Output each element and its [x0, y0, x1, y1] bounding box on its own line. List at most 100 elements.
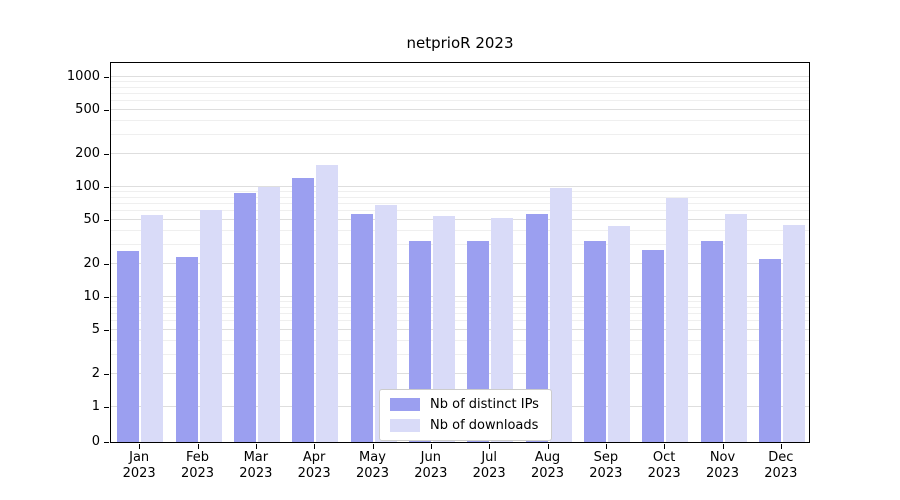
x-tick-label-line: Jan	[129, 450, 150, 465]
x-tick-label: Jan 2023	[104, 450, 174, 482]
bar-distinct-ips	[175, 257, 198, 442]
x-tick-label-line: Jun	[420, 450, 441, 465]
x-tick-mark	[780, 444, 782, 449]
chart-title: netprioR 2023	[406, 34, 514, 52]
y-tick-mark	[104, 442, 109, 443]
x-tick-label-line: Nov	[709, 450, 736, 465]
x-tick-mark	[605, 444, 607, 449]
legend-item-label: Nb of distinct IPs	[430, 397, 539, 412]
y-tick-mark	[104, 297, 109, 298]
bar-downloads	[549, 188, 572, 442]
x-tick-label: May 2023	[338, 450, 408, 482]
bar-downloads	[432, 215, 455, 442]
x-tick-label: Nov 2023	[688, 450, 758, 482]
x-tick-mark	[430, 444, 432, 449]
legend-swatch	[390, 419, 420, 432]
x-tick-label-line: 2023	[239, 466, 273, 481]
x-tick-label-line: 2023	[414, 466, 448, 481]
bar-downloads	[199, 209, 222, 442]
x-tick-mark	[489, 444, 491, 449]
minor-gridline	[111, 81, 809, 83]
bar-distinct-ips	[642, 249, 665, 442]
x-tick-label-line: Jul	[481, 450, 497, 465]
bar-distinct-ips	[700, 241, 723, 442]
x-tick-label-line: Aug	[534, 450, 561, 465]
x-tick-mark	[547, 444, 549, 449]
major-gridline	[111, 186, 809, 187]
x-tick-label: Sep 2023	[571, 450, 641, 482]
minor-gridline	[111, 196, 809, 198]
minor-gridline	[111, 191, 809, 193]
major-gridline	[111, 76, 809, 77]
x-tick-label-line: 2023	[355, 466, 390, 481]
y-tick-label: 200	[75, 145, 100, 161]
minor-gridline	[111, 100, 809, 102]
y-tick-mark	[104, 330, 109, 332]
major-gridline	[111, 219, 809, 221]
bar-downloads	[666, 197, 689, 442]
minor-gridline	[111, 339, 809, 341]
legend-item-label: Nb of downloads	[430, 418, 539, 433]
x-tick-label-line: 2023	[180, 466, 215, 481]
y-tick-label: 500	[75, 102, 100, 118]
bar-distinct-ips	[758, 259, 781, 442]
x-tick-label-line: 2023	[472, 466, 506, 481]
x-tick-label-line: Feb	[185, 450, 210, 465]
legend-swatch	[390, 398, 420, 411]
minor-gridline	[111, 93, 809, 95]
bar-distinct-ips	[292, 178, 315, 442]
x-tick-label: Aug 2023	[513, 450, 583, 482]
y-tick-label: 1	[91, 399, 100, 414]
bar-downloads	[724, 213, 747, 442]
x-tick-label-line: 2023	[647, 466, 681, 481]
x-tick-label: Feb 2023	[163, 450, 233, 482]
y-tick-mark	[104, 187, 109, 188]
x-tick-label-line: 2023	[764, 466, 798, 481]
minor-gridline	[111, 86, 809, 88]
minor-gridline	[111, 320, 809, 322]
major-gridline	[111, 262, 809, 264]
x-tick-mark	[314, 444, 316, 449]
x-tick-label-line: 2023	[705, 466, 740, 481]
bar-distinct-ips	[233, 193, 256, 442]
minor-gridline	[111, 301, 809, 303]
y-tick-mark	[104, 77, 109, 78]
y-tick-label: 1000	[66, 69, 100, 84]
x-tick-label: Dec 2023	[746, 450, 816, 482]
bar-downloads	[782, 225, 805, 442]
major-gridline	[111, 329, 809, 331]
x-tick-label: Jun 2023	[396, 450, 466, 482]
x-tick-label-line: 2023	[297, 466, 331, 481]
bar-distinct-ips	[117, 251, 140, 442]
bar-distinct-ips	[583, 241, 606, 442]
y-tick-mark	[104, 110, 109, 112]
plot-area: Nb of distinct IPs Nb of downloads	[110, 62, 810, 443]
x-tick-label-line: Dec	[768, 450, 794, 465]
bar-downloads	[607, 226, 630, 442]
x-tick-label: Oct 2023	[629, 450, 699, 482]
minor-gridline	[111, 133, 809, 135]
y-tick-label: 50	[83, 212, 100, 228]
x-tick-mark	[197, 444, 199, 449]
x-tick-mark	[664, 444, 666, 449]
x-tick-label-line: 2023	[530, 466, 565, 481]
minor-gridline	[111, 229, 809, 231]
y-tick-mark	[104, 263, 109, 265]
y-tick-label: 2	[91, 365, 100, 381]
x-tick-mark	[722, 444, 724, 449]
minor-gridline	[111, 313, 809, 315]
x-tick-label: Jul 2023	[454, 450, 524, 482]
legend-item: Nb of distinct IPs	[390, 397, 539, 412]
y-tick-mark	[104, 407, 109, 408]
minor-gridline	[111, 119, 809, 121]
x-tick-label: Apr 2023	[279, 450, 349, 482]
major-gridline	[111, 109, 809, 111]
legend: Nb of distinct IPs Nb of downloads	[379, 389, 552, 441]
x-tick-label-line: 2023	[122, 466, 156, 481]
legend-item: Nb of downloads	[390, 418, 539, 433]
minor-gridline	[111, 203, 809, 205]
y-tick-label: 10	[83, 289, 100, 304]
y-tick-mark	[104, 373, 109, 375]
y-tick-label: 100	[75, 179, 100, 194]
x-tick-label: Mar 2023	[221, 450, 291, 482]
